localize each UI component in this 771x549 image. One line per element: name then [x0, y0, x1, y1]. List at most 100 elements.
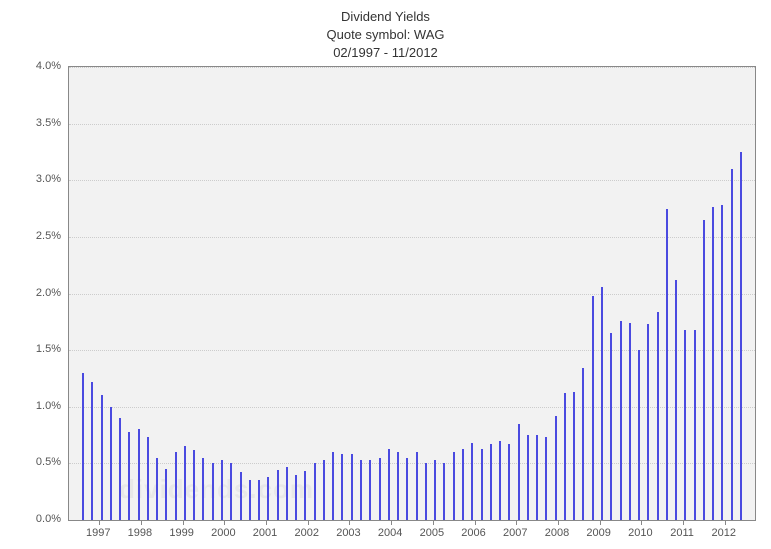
bar [295, 475, 297, 520]
x-tick-mark [475, 520, 476, 525]
bar [564, 393, 566, 520]
bar [332, 452, 334, 520]
plot-area: dividends.com [68, 66, 756, 521]
bar [184, 446, 186, 520]
bar [601, 287, 603, 520]
bar [647, 324, 649, 520]
x-tick-label: 2010 [628, 527, 652, 539]
x-tick-mark [141, 520, 142, 525]
bar [490, 444, 492, 520]
bar [304, 471, 306, 520]
bar [138, 429, 140, 520]
grid-line [69, 67, 755, 68]
bar [110, 407, 112, 520]
x-tick-label: 1998 [128, 527, 152, 539]
bar [286, 467, 288, 520]
bar [675, 280, 677, 520]
bar [240, 472, 242, 520]
bar [351, 454, 353, 520]
bar [666, 209, 668, 520]
x-tick-label: 2011 [670, 527, 694, 539]
bar [740, 152, 742, 520]
bar [397, 452, 399, 520]
y-tick-label: 4.0% [11, 60, 61, 72]
bar [406, 458, 408, 520]
grid-line [69, 237, 755, 238]
bar [379, 458, 381, 520]
bar [202, 458, 204, 520]
x-tick-mark [266, 520, 267, 525]
bar [712, 207, 714, 520]
x-tick-mark [391, 520, 392, 525]
x-tick-label: 2003 [336, 527, 360, 539]
chart-title-line3: 02/1997 - 11/2012 [0, 44, 771, 62]
chart-title-line1: Dividend Yields [0, 8, 771, 26]
x-tick-label: 2001 [253, 527, 277, 539]
bar [462, 449, 464, 520]
bar [620, 321, 622, 520]
x-tick-mark [308, 520, 309, 525]
bar [277, 470, 279, 520]
x-tick-mark [600, 520, 601, 525]
bar [592, 296, 594, 520]
x-tick-label: 2007 [503, 527, 527, 539]
bar [341, 454, 343, 520]
y-tick-label: 1.5% [11, 343, 61, 355]
grid-line [69, 124, 755, 125]
x-tick-mark [433, 520, 434, 525]
bar [258, 480, 260, 520]
y-tick-label: 3.5% [11, 117, 61, 129]
bar [731, 169, 733, 520]
bar [314, 463, 316, 520]
bar [193, 450, 195, 520]
bar [536, 435, 538, 520]
bar [212, 463, 214, 520]
bar [508, 444, 510, 520]
x-tick-label: 2009 [586, 527, 610, 539]
bar [434, 460, 436, 520]
bar [629, 323, 631, 520]
x-tick-label: 2000 [211, 527, 235, 539]
bar [573, 392, 575, 520]
bar [221, 460, 223, 520]
bar [703, 220, 705, 520]
bar [165, 469, 167, 520]
bar [425, 463, 427, 520]
x-tick-mark [725, 520, 726, 525]
x-tick-label: 2008 [545, 527, 569, 539]
x-tick-mark [516, 520, 517, 525]
x-tick-mark [558, 520, 559, 525]
grid-line [69, 463, 755, 464]
bar [657, 312, 659, 520]
chart-container: Dividend Yields Quote symbol: WAG 02/199… [0, 0, 771, 549]
y-tick-label: 0.0% [11, 513, 61, 525]
bar [638, 350, 640, 520]
bar [119, 418, 121, 520]
bar [249, 480, 251, 520]
chart-title-line2: Quote symbol: WAG [0, 26, 771, 44]
x-tick-label: 2012 [712, 527, 736, 539]
grid-line [69, 180, 755, 181]
x-tick-mark [641, 520, 642, 525]
y-tick-label: 0.5% [11, 456, 61, 468]
bar [694, 330, 696, 520]
bar [582, 368, 584, 520]
bar [416, 452, 418, 520]
x-tick-label: 2002 [294, 527, 318, 539]
bar [101, 395, 103, 520]
bar [610, 333, 612, 520]
bar [360, 460, 362, 520]
bar [91, 382, 93, 520]
bar [230, 463, 232, 520]
bar [518, 424, 520, 520]
x-tick-label: 2004 [378, 527, 402, 539]
x-tick-label: 1997 [86, 527, 110, 539]
bar [369, 460, 371, 520]
bar [453, 452, 455, 520]
x-tick-mark [183, 520, 184, 525]
bar [527, 435, 529, 520]
x-tick-mark [224, 520, 225, 525]
chart-title-block: Dividend Yields Quote symbol: WAG 02/199… [0, 0, 771, 63]
bar [499, 441, 501, 520]
y-tick-label: 2.0% [11, 287, 61, 299]
